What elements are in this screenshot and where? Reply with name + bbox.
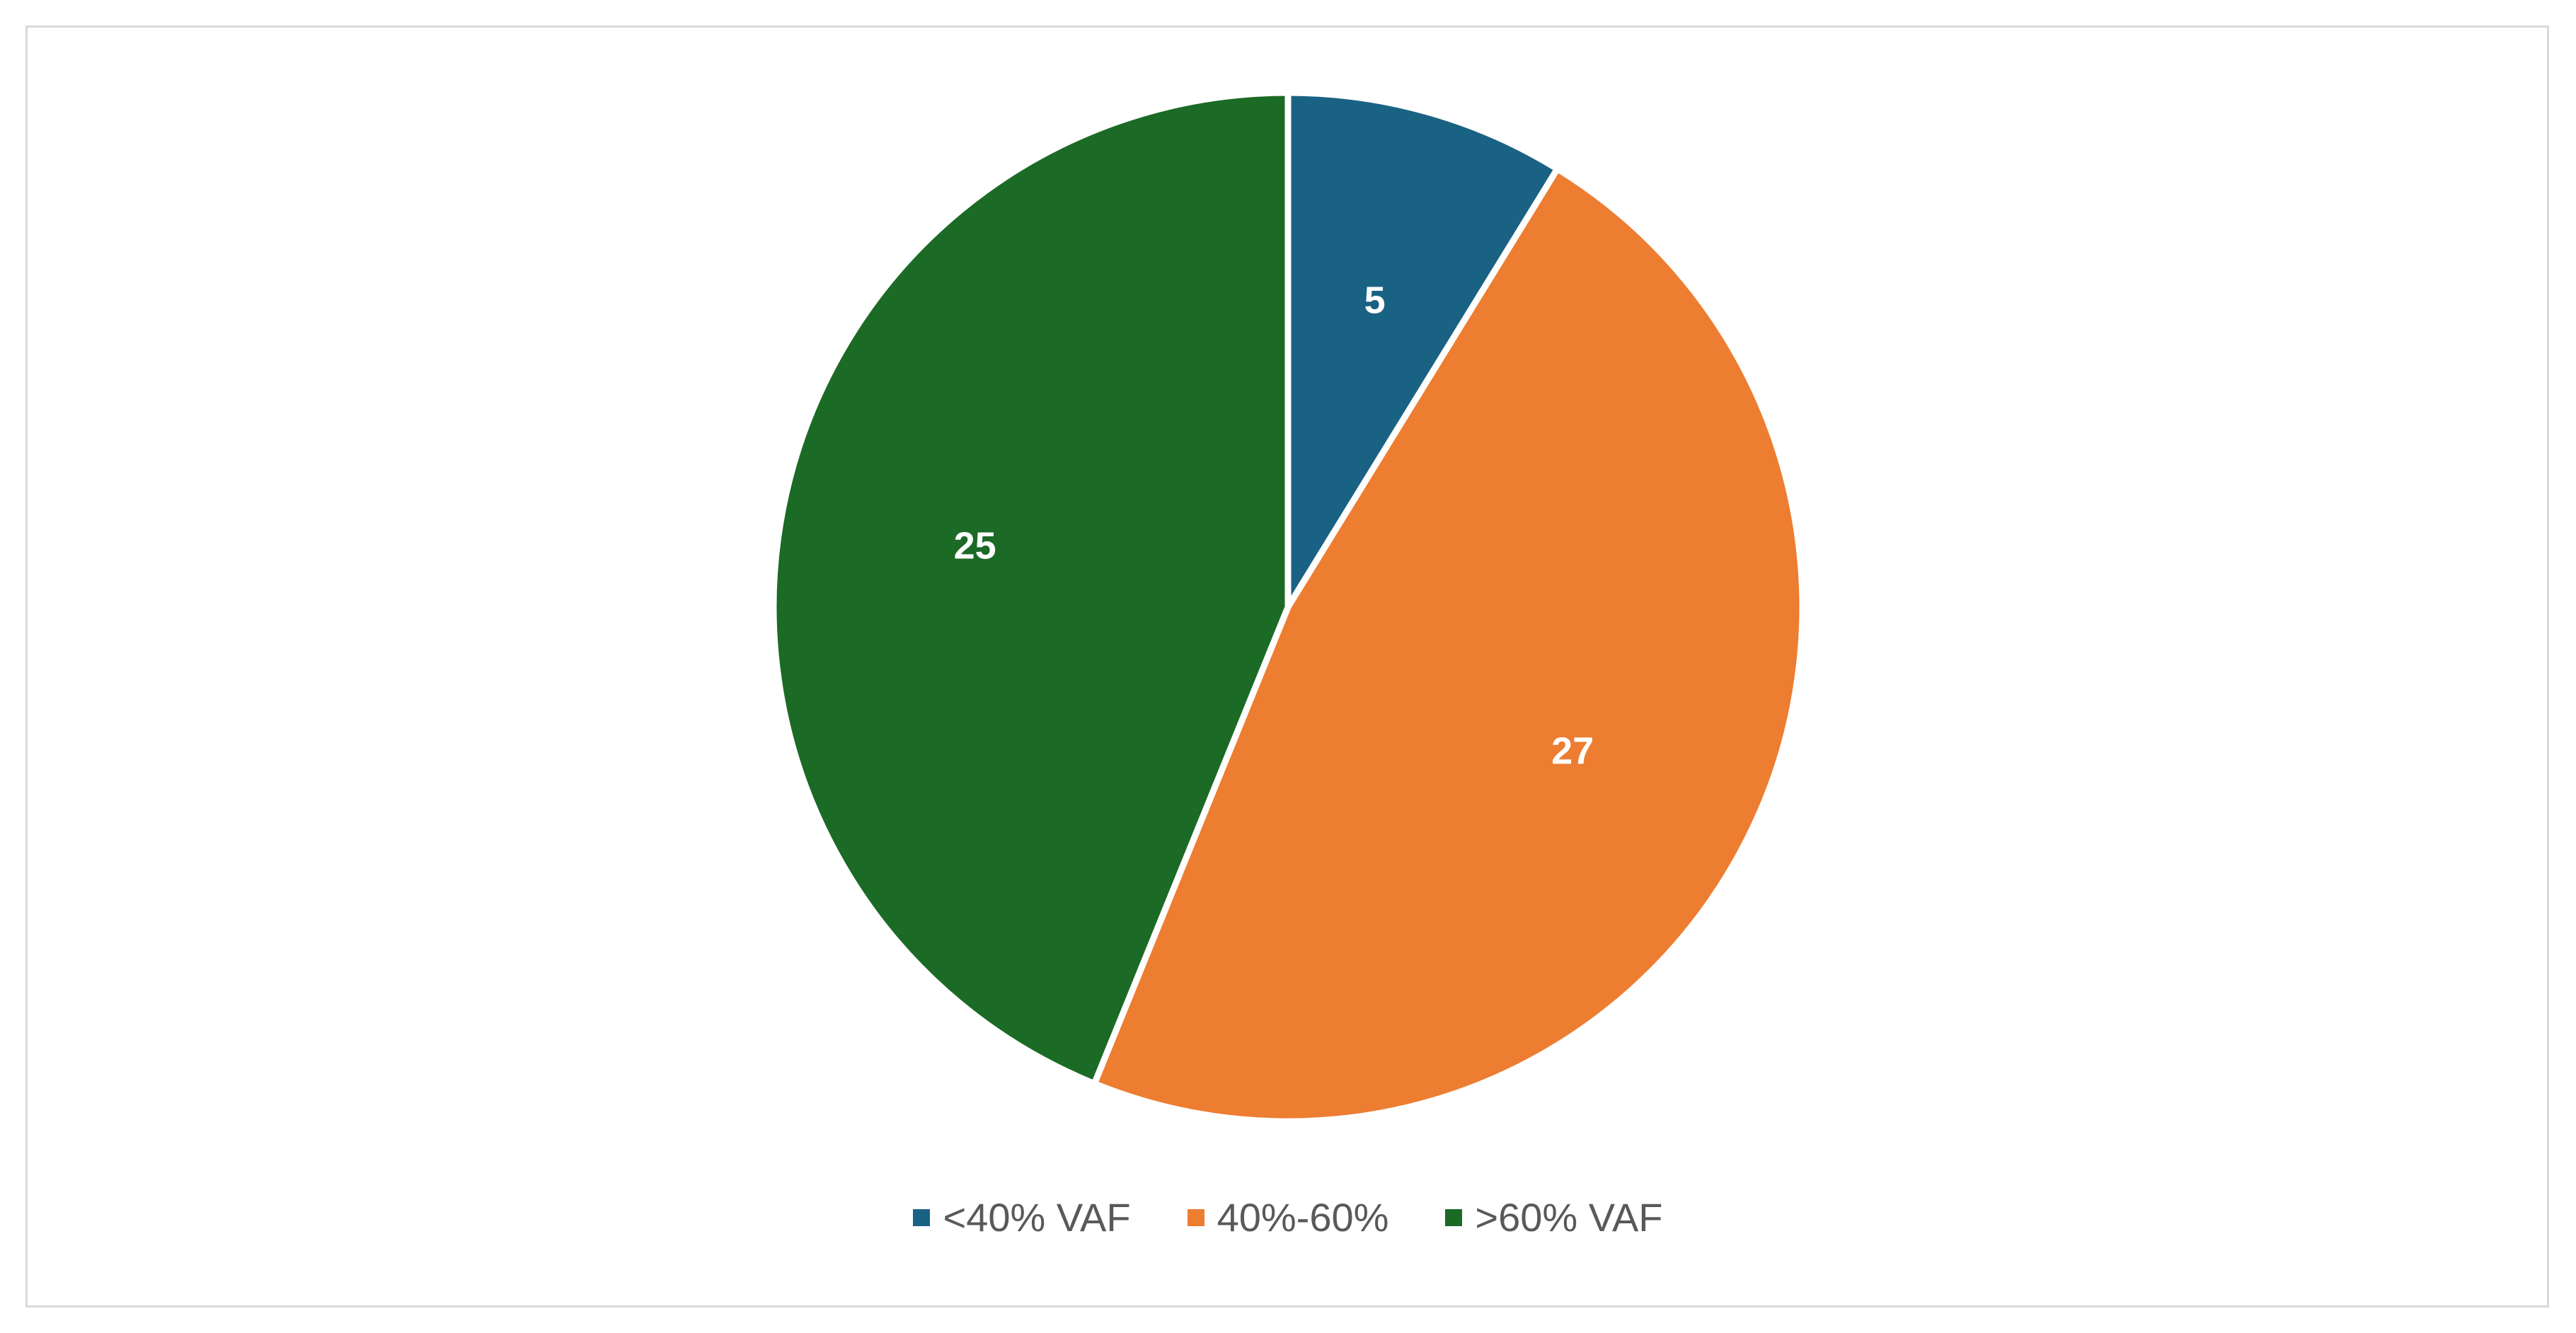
data-label-lt40: 5 bbox=[1364, 279, 1386, 321]
legend-item-40-60[interactable]: 40%-60% bbox=[1187, 1194, 1389, 1240]
legend-swatch-lt40 bbox=[913, 1208, 931, 1226]
legend-label-40-60: 40%-60% bbox=[1217, 1195, 1389, 1240]
pie-slices bbox=[770, 89, 1806, 1125]
legend-item-lt40[interactable]: <40% VAF bbox=[913, 1194, 1131, 1240]
pie-slice-lt40[interactable] bbox=[1284, 89, 1561, 611]
legend-label-gt60: >60% VAF bbox=[1475, 1195, 1663, 1240]
legend: <40% VAF 40%-60% >60% VAF bbox=[0, 1194, 2576, 1240]
data-label-40-60: 27 bbox=[1551, 730, 1594, 773]
data-label-gt60: 25 bbox=[954, 525, 996, 567]
legend-swatch-40-60 bbox=[1187, 1208, 1204, 1226]
pie-slice-gt60[interactable] bbox=[770, 89, 1292, 1087]
legend-item-gt60[interactable]: >60% VAF bbox=[1445, 1194, 1663, 1240]
legend-swatch-gt60 bbox=[1445, 1208, 1463, 1226]
pie-slice-40-60[interactable] bbox=[1091, 166, 1806, 1125]
pie-data-labels: 5 27 25 bbox=[954, 279, 1594, 772]
legend-label-lt40: <40% VAF bbox=[943, 1195, 1131, 1240]
